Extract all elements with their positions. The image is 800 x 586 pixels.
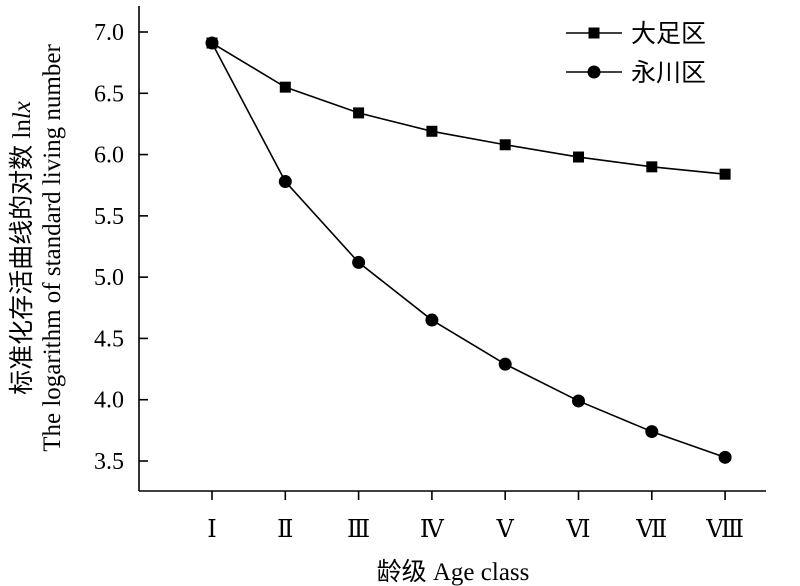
data-point xyxy=(279,81,291,93)
y-axis-label-cn: 标准化存活曲线的对数 lnlx xyxy=(8,101,36,395)
data-point xyxy=(499,139,511,151)
series-2 xyxy=(205,36,732,464)
y-tick-label: 7.0 xyxy=(94,20,124,46)
data-point xyxy=(426,125,438,137)
data-point xyxy=(573,151,584,163)
data-point xyxy=(278,175,292,189)
series-layer xyxy=(205,36,732,464)
legend-entry: 永川区 xyxy=(566,59,706,87)
data-point xyxy=(352,255,366,269)
data-point xyxy=(719,168,731,180)
y-tick-label: 4.5 xyxy=(94,326,124,352)
x-tick-label: Ⅵ xyxy=(565,517,590,543)
x-tick-label: Ⅷ xyxy=(705,517,744,543)
legend-entry: 大足区 xyxy=(566,20,706,48)
series-line xyxy=(211,42,726,459)
y-tick-label: 4.0 xyxy=(94,388,124,414)
y-tick-label: 5.5 xyxy=(94,204,124,230)
x-tick-label: Ⅶ xyxy=(635,517,667,543)
x-tick-label: Ⅴ xyxy=(496,517,515,543)
data-point xyxy=(646,161,658,173)
data-point xyxy=(572,394,585,408)
data-point xyxy=(498,357,512,371)
legend-marker xyxy=(587,65,601,79)
data-point xyxy=(425,313,439,327)
y-tick-label: 6.0 xyxy=(94,143,124,169)
data-point xyxy=(718,450,732,464)
x-tick-label: Ⅳ xyxy=(420,517,445,543)
y-tick-label: 5.0 xyxy=(94,265,124,291)
y-ticks: 3.5 4.0 4.5 5.0 5.5 6.0 6.5 7.0 xyxy=(94,20,148,475)
y-tick-label: 6.5 xyxy=(94,81,124,107)
x-axis-label: 龄级 Age class xyxy=(377,558,530,586)
legend-marker xyxy=(588,27,600,39)
y-axis-label-cn-variable: lx xyxy=(9,101,36,119)
legend-label: 大足区 xyxy=(631,20,706,48)
legend-label: 永川区 xyxy=(631,59,706,87)
x-ticks: Ⅰ Ⅱ Ⅲ Ⅳ Ⅴ Ⅵ Ⅶ Ⅷ xyxy=(207,491,744,543)
x-tick-label: Ⅰ xyxy=(207,517,216,543)
data-point xyxy=(645,425,659,439)
y-tick-label: 3.5 xyxy=(94,449,124,475)
axes xyxy=(138,6,766,492)
x-tick-label: Ⅱ xyxy=(277,517,293,543)
series-line xyxy=(211,42,726,175)
y-axis-label-cn-text: 标准化存活曲线的对数 ln xyxy=(8,119,36,395)
data-point xyxy=(353,107,365,119)
y-axis-label-en: The logarithm of standard living number xyxy=(39,44,66,452)
x-tick-label: Ⅲ xyxy=(347,517,370,543)
data-point xyxy=(205,36,219,50)
series-1 xyxy=(206,37,731,180)
